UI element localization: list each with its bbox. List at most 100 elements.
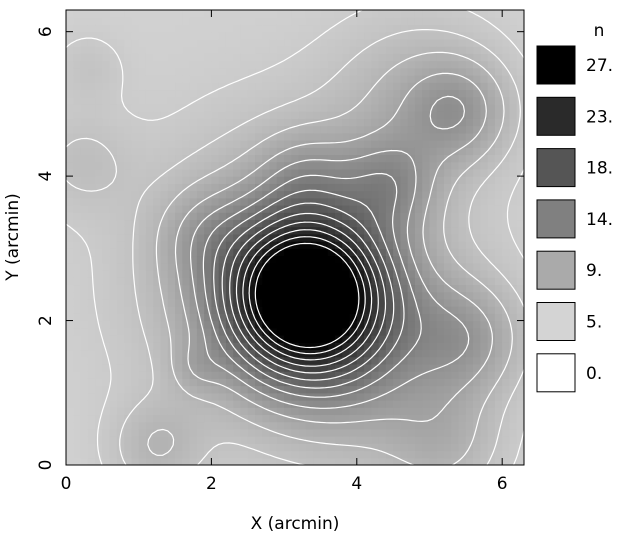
heat-cell [436,392,445,401]
heat-cell [145,363,154,372]
heat-cell [371,132,380,141]
heat-cell [182,363,191,372]
heat-cell [109,205,118,213]
heat-cell [175,17,183,26]
heat-cell [131,298,140,307]
heat-cell [364,53,372,62]
heat-cell [349,82,358,91]
heat-cell [320,241,329,249]
heat-cell [109,241,118,249]
heat-cell [422,363,431,372]
heat-cell [247,190,256,199]
heat-cell [451,212,460,221]
heat-cell [444,450,452,459]
heat-cell [211,154,220,163]
heat-cell [247,436,256,444]
heat-cell [167,255,176,264]
heat-cell [262,414,271,423]
heat-cell [225,75,234,83]
heat-cell [298,197,307,206]
heat-cell [247,31,256,40]
heat-cell [313,363,322,372]
legend-title: n [594,21,605,41]
heat-cell [298,356,307,365]
heat-cell [356,38,365,47]
heat-cell [138,284,147,293]
heat-cell [124,147,133,156]
heat-cell [494,327,503,336]
heat-cell [145,233,154,242]
heat-cell [342,233,351,242]
heat-cell [66,356,74,365]
heat-cell [131,407,140,416]
heat-cell [73,17,82,26]
heat-cell [407,378,416,387]
heat-cell [73,205,82,213]
heat-cell [175,342,183,351]
heat-cell [145,248,154,257]
heat-cell [378,407,387,416]
heat-cell [189,75,198,83]
heat-cell [233,205,242,213]
heat-cell [218,183,227,192]
heat-cell [66,233,74,242]
heat-cell [458,154,467,163]
heat-cell [87,118,96,127]
heat-cell [189,197,198,206]
heat-cell [102,82,111,91]
heat-cell [240,248,249,257]
heat-cell [509,262,518,271]
heat-cell [378,118,387,127]
heat-cell [218,168,227,177]
heat-cell [225,248,234,257]
heat-cell [131,255,140,264]
heat-cell [211,421,220,430]
heat-cell [378,197,387,206]
heat-cell [145,24,154,33]
heat-cell [400,392,409,401]
heat-cell [124,96,133,105]
heat-cell [342,392,351,401]
heat-cell [516,75,524,83]
heat-cell [218,342,227,351]
heat-cell [509,363,518,372]
heat-cell [327,349,336,358]
heat-cell [109,219,118,228]
heat-cell [473,335,481,343]
heat-cell [167,147,176,156]
heat-cell [393,176,402,184]
heat-cell [516,298,524,307]
heat-cell [356,125,365,134]
heat-cell [218,82,227,91]
heat-cell [240,147,249,156]
heat-cell [247,277,256,286]
heat-cell [298,241,307,249]
heat-cell [371,414,380,423]
heat-cell [255,212,263,221]
heat-cell [465,190,474,199]
heat-cell [349,132,358,141]
heat-cell [66,349,74,358]
heat-cell [393,111,402,119]
heat-cell [262,46,271,54]
heat-cell [175,392,183,401]
heat-cell [247,38,256,47]
heat-cell [349,284,358,293]
heat-cell [385,161,394,170]
heat-cell [247,60,256,69]
heat-cell [473,154,481,163]
heat-cell [80,103,89,112]
heat-cell [95,10,103,18]
heat-cell [422,241,431,249]
heat-cell [429,277,438,286]
heat-cell [225,161,234,170]
heat-cell [124,291,133,300]
heat-cell [160,436,169,444]
heat-cell [240,414,249,423]
heat-cell [364,407,372,416]
heat-cell [95,327,103,336]
heat-cell [327,371,336,379]
heat-cell [385,125,394,134]
heat-cell [465,46,474,54]
heat-cell [225,10,234,18]
